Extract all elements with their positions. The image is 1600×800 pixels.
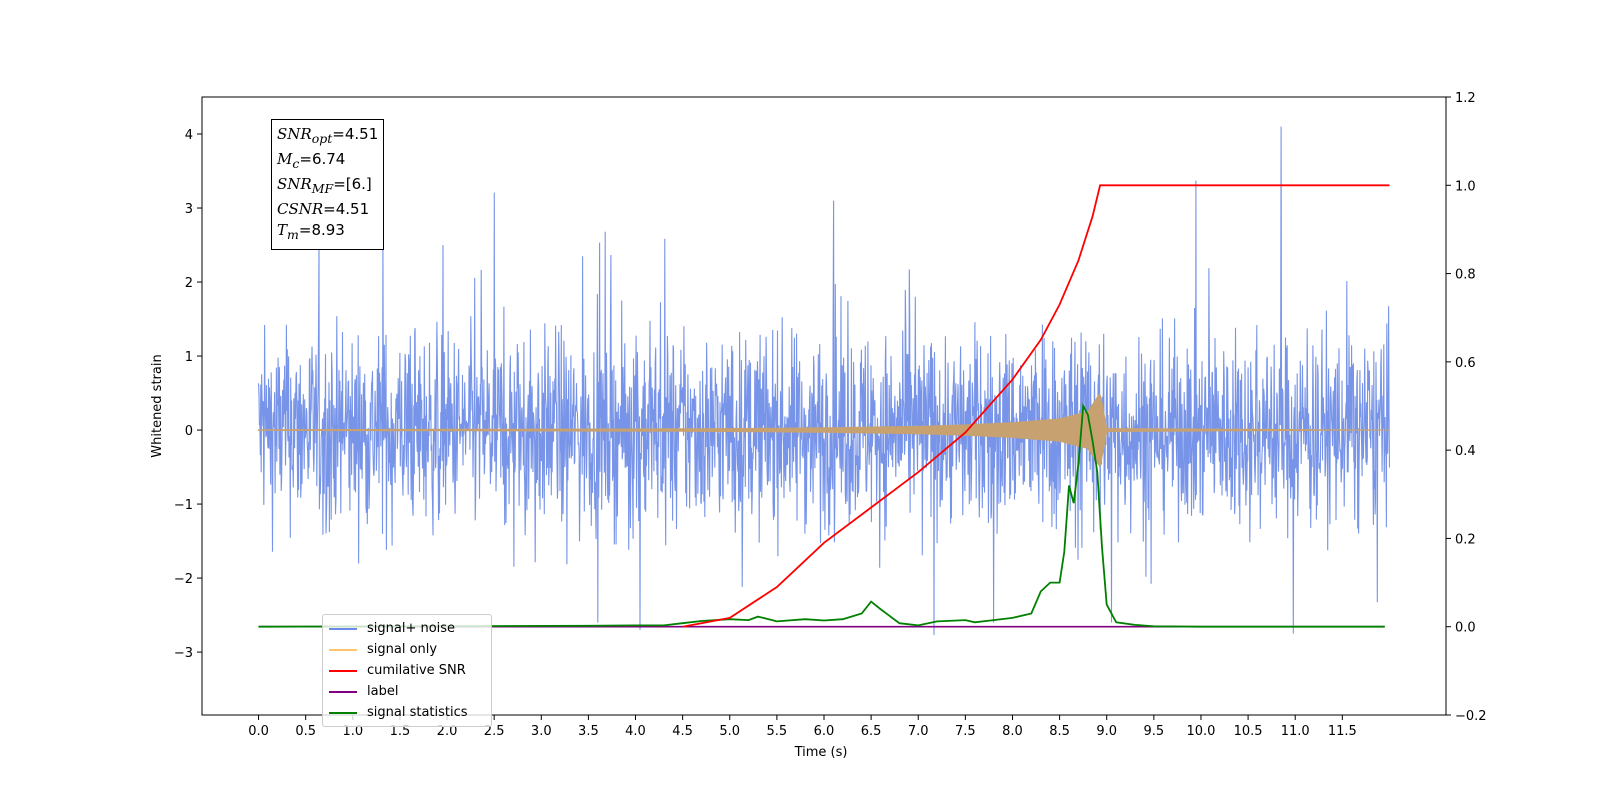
snr-opt-line: SNRopt=4.51 — [277, 125, 379, 146]
y-left-tick-label: 3 — [185, 202, 193, 217]
y-right-tick-label: −0.2 — [1455, 709, 1487, 724]
y-left-tick-label: −3 — [174, 646, 193, 661]
x-tick-label: 0.5 — [295, 724, 316, 739]
chirp-mass-line: Mc=6.74 — [277, 150, 346, 171]
y-right-tick-label: 0.4 — [1455, 444, 1476, 459]
snr-mf-line: SNRMF=[6.] — [277, 175, 372, 196]
legend-item-cumulative-snr: cumilative SNR — [329, 660, 485, 681]
x-tick-label: 11.5 — [1328, 724, 1357, 739]
x-tick-label: 4.0 — [625, 724, 646, 739]
y-left-tick-label: 2 — [185, 276, 193, 291]
x-tick-label: 10.5 — [1234, 724, 1263, 739]
y-axis-right: 1.2 1.0 0.8 0.6 0.4 0.2 0.0 −0.2 — [1446, 91, 1487, 724]
legend-item-signal-only: signal only — [329, 639, 485, 660]
x-tick-label: 9.5 — [1144, 724, 1165, 739]
cumulative-snr-line — [682, 184, 1390, 628]
y-right-tick-label: 0.0 — [1455, 621, 1476, 636]
x-axis-label: Time (s) — [794, 745, 848, 760]
signal-noise-series — [257, 126, 1391, 636]
signal-statistics-series — [258, 402, 1385, 628]
y-left-tick-label: −2 — [174, 572, 193, 587]
x-tick-label: 10.0 — [1186, 724, 1215, 739]
merger-time-line: Tm=8.93 — [277, 221, 345, 242]
y-left-tick-label: 4 — [185, 128, 193, 143]
signal-only-series — [258, 392, 1390, 468]
x-axis: 0.0 0.5 1.0 1.5 2.0 2.5 3.0 3.5 4.0 4.5 5.0 5.5 6.0 6… — [248, 715, 1357, 739]
x-tick-label: 8.0 — [1002, 724, 1023, 739]
x-tick-label: 7.0 — [908, 724, 929, 739]
x-tick-label: 3.5 — [578, 724, 599, 739]
legend: signal+ noise signal only cumilative SNR… — [322, 614, 492, 727]
x-tick-label: 6.0 — [814, 724, 835, 739]
x-tick-label: 5.0 — [719, 724, 740, 739]
x-tick-label: 8.5 — [1049, 724, 1070, 739]
csnr-line: CSNR=4.51 — [277, 200, 370, 218]
legend-item-signal-statistics: signal statistics — [329, 702, 485, 723]
x-tick-label: 1.5 — [390, 724, 411, 739]
y-right-tick-label: 0.2 — [1455, 532, 1476, 547]
x-tick-label: 7.5 — [955, 724, 976, 739]
y-left-tick-label: 1 — [185, 350, 193, 365]
legend-item-signal-noise: signal+ noise — [329, 618, 485, 639]
x-tick-label: 6.5 — [861, 724, 882, 739]
x-tick-label: 5.5 — [767, 724, 788, 739]
y-axis-label: Whitened strain — [150, 354, 165, 457]
signal-noise-line — [257, 126, 1391, 636]
y-right-tick-label: 1.0 — [1455, 179, 1476, 194]
x-tick-label: 4.5 — [672, 724, 693, 739]
y-right-tick-label: 0.6 — [1455, 356, 1476, 371]
y-left-tick-label: −1 — [174, 498, 193, 513]
x-tick-label: 3.0 — [531, 724, 552, 739]
x-tick-label: 2.5 — [484, 724, 505, 739]
cumulative-snr-series — [682, 184, 1390, 628]
signal-statistics-line — [258, 402, 1385, 628]
stats-annotation-box: SNRopt=4.51 Mc=6.74 SNRMF=[6.] CSNR=4.51… — [271, 119, 385, 250]
legend-item-label: label — [329, 681, 485, 702]
x-tick-label: 1.0 — [342, 724, 363, 739]
x-tick-label: 9.0 — [1096, 724, 1117, 739]
x-tick-label: 0.0 — [248, 724, 269, 739]
y-right-tick-label: 1.2 — [1455, 91, 1476, 106]
y-right-tick-label: 0.8 — [1455, 268, 1476, 283]
signal-only-envelope — [258, 392, 1390, 468]
y-axis-left: 4 3 2 1 0 −1 −2 −3 — [174, 128, 202, 661]
x-tick-label: 2.0 — [437, 724, 458, 739]
x-tick-label: 11.0 — [1281, 724, 1310, 739]
y-left-tick-label: 0 — [185, 424, 193, 439]
